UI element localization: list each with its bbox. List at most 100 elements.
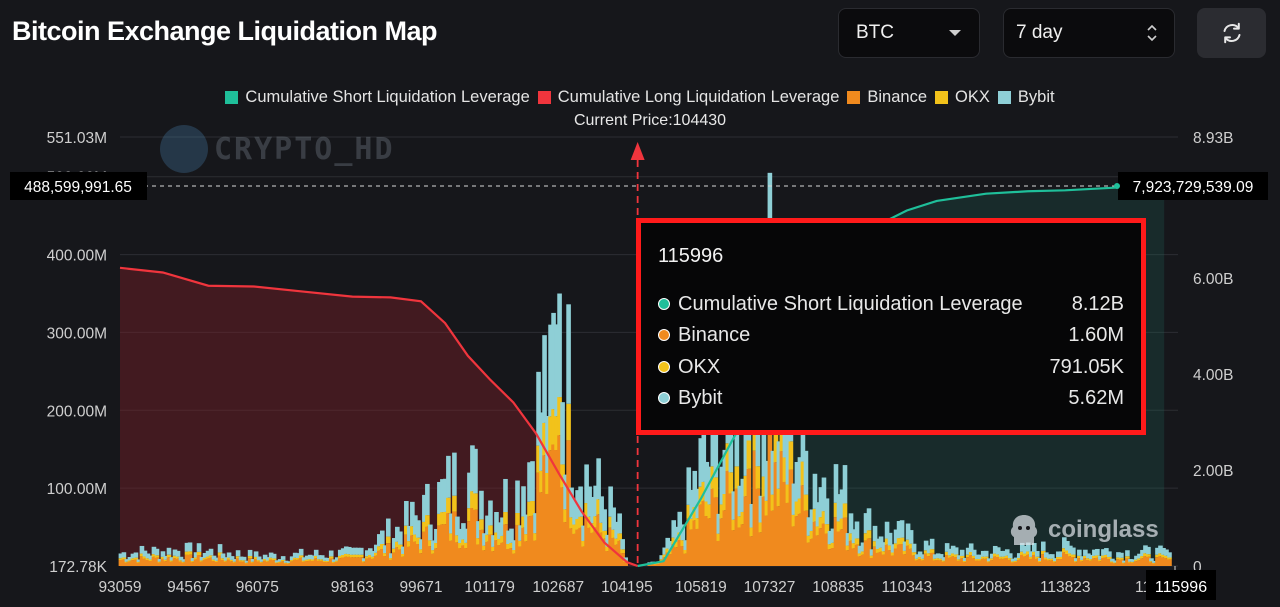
bar-binance	[740, 524, 746, 566]
bar-binance	[313, 558, 319, 566]
bar-binance	[680, 546, 686, 566]
legend-item[interactable]: Bybit	[997, 88, 1055, 107]
bar-okx	[446, 497, 451, 514]
bar-bybit	[524, 514, 529, 535]
bar-binance	[133, 559, 139, 566]
bar-okx	[725, 443, 731, 471]
bar-okx	[785, 484, 791, 503]
bar-bybit	[151, 546, 157, 555]
bar-bybit	[154, 548, 160, 556]
bar-binance	[1044, 559, 1049, 566]
bar-okx	[911, 552, 917, 556]
bar-bybit	[1031, 543, 1037, 552]
bar-bybit	[274, 560, 280, 563]
legend-item[interactable]: Cumulative Long Liquidation Leverage	[537, 88, 839, 107]
range-select[interactable]: 7 day	[1003, 8, 1175, 58]
bar-bybit	[965, 547, 971, 555]
bar-bybit	[1016, 553, 1022, 559]
bar-binance	[232, 562, 238, 566]
bar-okx	[431, 550, 436, 554]
bar-binance	[920, 560, 926, 566]
bar-okx	[659, 559, 665, 561]
bar-okx	[286, 563, 292, 564]
x-tick-label: 104195	[601, 579, 653, 596]
refresh-button[interactable]	[1197, 8, 1266, 58]
bar-okx	[833, 502, 839, 518]
bar-okx	[1083, 555, 1088, 559]
bar-okx	[1128, 561, 1133, 563]
bar-binance	[283, 563, 289, 566]
bar-bybit	[1047, 554, 1052, 559]
bar-bybit	[1167, 552, 1172, 558]
bar-binance	[743, 496, 749, 566]
legend-swatch	[225, 91, 239, 104]
bar-binance	[575, 529, 580, 566]
bar-okx	[395, 541, 400, 548]
bar-okx	[923, 550, 929, 554]
bar-bybit	[229, 556, 235, 560]
bar-bybit	[262, 554, 268, 560]
bar-bybit	[452, 452, 457, 496]
bar-binance	[623, 561, 628, 566]
legend-item[interactable]: OKX	[935, 88, 990, 107]
bar-binance	[563, 522, 568, 566]
bar-okx	[163, 559, 169, 562]
bar-okx	[241, 560, 247, 562]
bar-bybit	[947, 548, 953, 556]
bar-okx	[518, 540, 523, 547]
bar-binance	[890, 555, 896, 566]
bar-bybit	[881, 542, 887, 552]
bar-binance	[1128, 562, 1133, 566]
bar-okx	[244, 562, 250, 564]
legend-item[interactable]: Binance	[847, 88, 927, 107]
bar-okx	[851, 543, 857, 549]
bar-okx	[229, 559, 235, 562]
legend-swatch	[935, 91, 949, 104]
bar-okx	[1137, 558, 1142, 561]
x-tick-label: 94567	[167, 579, 210, 596]
bar-okx	[596, 499, 601, 515]
bar-binance	[605, 551, 610, 566]
bar-binance	[428, 546, 433, 566]
bar-bybit	[440, 479, 445, 513]
bar-bybit	[953, 547, 959, 555]
coin-select[interactable]: BTC	[838, 8, 980, 58]
bar-binance	[274, 563, 280, 566]
bar-okx	[986, 561, 992, 563]
bar-bybit	[1022, 545, 1028, 554]
bar-binance	[380, 548, 385, 566]
crosshair-right-value: 7,923,729,539.09	[1133, 179, 1254, 196]
bar-bybit	[896, 520, 902, 539]
bar-bybit	[145, 553, 151, 559]
bar-binance	[908, 548, 914, 566]
bar-bybit	[313, 549, 319, 556]
bar-okx	[410, 526, 415, 536]
bar-binance	[1062, 552, 1067, 566]
bar-binance	[941, 561, 947, 566]
bar-okx	[860, 551, 866, 555]
bar-bybit	[1037, 557, 1043, 561]
bar-binance	[482, 550, 487, 566]
bar-okx	[202, 557, 208, 560]
legend-item[interactable]: Cumulative Short Liquidation Leverage	[225, 88, 530, 107]
bar-bybit	[289, 556, 295, 561]
bar-okx	[716, 533, 722, 541]
bar-binance	[325, 562, 331, 566]
bar-binance	[917, 559, 923, 566]
bar-binance	[289, 561, 295, 566]
bar-okx	[584, 503, 589, 518]
bar-bybit	[178, 556, 184, 561]
bar-binance	[446, 513, 451, 566]
bar-okx	[971, 555, 977, 559]
bar-binance	[214, 561, 220, 566]
bar-okx	[953, 554, 959, 558]
bar-okx	[301, 560, 307, 562]
coin-select-value: BTC	[856, 22, 894, 43]
bar-okx	[437, 513, 442, 526]
bar-okx	[893, 543, 899, 549]
bar-bybit	[785, 434, 791, 485]
bar-okx	[1071, 554, 1076, 558]
bar-bybit	[392, 538, 397, 549]
bar-binance	[728, 493, 734, 566]
bar-binance	[367, 557, 373, 566]
